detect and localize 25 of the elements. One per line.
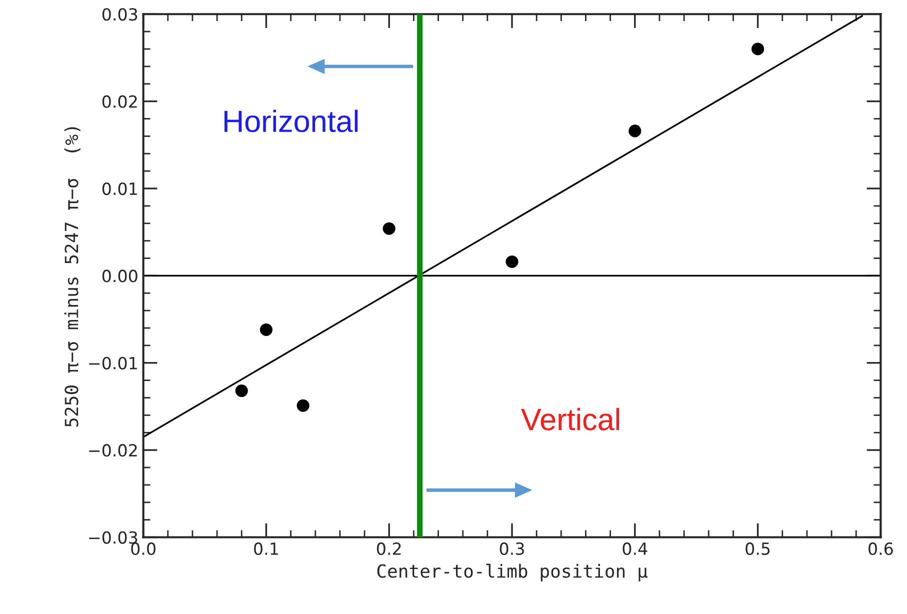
x-tick-label: 0.0: [131, 542, 156, 556]
x-tick-label: 0.6: [868, 542, 893, 556]
y-tick-label: 0.02: [102, 95, 137, 108]
x-tick-label: 0.2: [376, 542, 401, 556]
point: [296, 399, 310, 412]
point: [752, 42, 764, 56]
x-tick-label: 0.4: [622, 542, 648, 556]
y-tick-label: 0.03: [102, 8, 138, 21]
x-tick-label: 0.5: [746, 542, 770, 556]
point: [506, 255, 518, 268]
x-tick-label: 0.3: [500, 542, 524, 556]
annotation: Horizontal: [224, 110, 358, 132]
point: [260, 323, 272, 336]
y-tick-label: −0.01: [89, 356, 137, 370]
point: [235, 384, 248, 398]
point: [382, 222, 396, 235]
x-tick-label: 0.1: [254, 542, 278, 556]
y-axis-title: 5250 π−σ minus 5247 π−σ (%): [64, 127, 80, 427]
y-tick-label: −0.02: [89, 444, 137, 457]
x-axis-title: Center-to-limb position μ: [377, 564, 648, 582]
y-tick-label: 0.00: [102, 270, 138, 282]
y-tick-label: 0.01: [102, 182, 137, 196]
annotation: Vertical: [521, 408, 620, 430]
point: [628, 124, 642, 138]
y-tick-label: −0.03: [89, 531, 138, 544]
